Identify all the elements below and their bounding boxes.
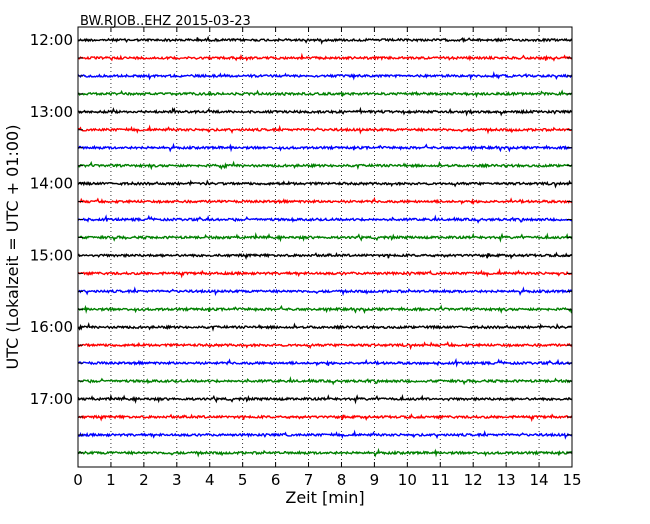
trace-1345 <box>77 160 573 171</box>
trace-1645 <box>77 375 573 386</box>
trace-1500 <box>77 251 573 261</box>
trace-1245 <box>77 89 573 99</box>
y-tick-label: 16:00 <box>30 318 73 336</box>
x-tick-label: 5 <box>238 471 248 489</box>
trace-1630 <box>77 357 573 368</box>
trace-1600 <box>77 322 573 332</box>
x-tick-label: 12 <box>464 471 483 489</box>
x-tick-label: 1 <box>106 471 116 489</box>
trace-1700 <box>77 393 573 405</box>
grid-layer <box>110 27 540 467</box>
trace-1445 <box>77 232 573 243</box>
x-tick-label: 9 <box>370 471 380 489</box>
trace-1615 <box>77 341 573 351</box>
x-tick-label: 15 <box>562 471 581 489</box>
x-tick-label: 10 <box>398 471 417 489</box>
trace-1745 <box>77 447 573 458</box>
trace-1415 <box>77 196 573 206</box>
x-tick-label: 2 <box>139 471 149 489</box>
y-axis-title: UTC (Lokalzeit = UTC + 01:00) <box>3 125 22 370</box>
x-tick-label: 14 <box>530 471 549 489</box>
trace-1545 <box>77 304 573 314</box>
x-tick-label: 3 <box>172 471 182 489</box>
trace-1200 <box>77 35 573 45</box>
x-tick-label: 13 <box>497 471 516 489</box>
trace-1400 <box>77 179 573 189</box>
trace-1530 <box>77 286 573 297</box>
trace-1215 <box>77 52 573 62</box>
axes-layer: 0 1 2 3 4 5 6 7 8 9 10 11 12 13 14 1512:0013:0014:0015:… <box>30 26 582 489</box>
chart-title: BW.RJOB..EHZ 2015-03-23 <box>80 14 251 29</box>
x-tick-label: 4 <box>205 471 215 489</box>
trace-1430 <box>77 214 573 224</box>
trace-1730 <box>77 429 573 440</box>
trace-1515 <box>77 267 573 279</box>
y-tick-label: 17:00 <box>30 390 73 408</box>
x-tick-label: 0 <box>73 471 83 489</box>
trace-1715 <box>77 413 573 423</box>
x-tick-label: 8 <box>337 471 347 489</box>
y-tick-label: 15:00 <box>30 246 73 264</box>
x-axis-title: Zeit [min] <box>285 488 364 507</box>
plot-frame <box>77 26 573 468</box>
y-tick-label: 13:00 <box>30 103 73 121</box>
trace-1230 <box>77 70 573 81</box>
trace-1330 <box>77 142 573 153</box>
x-tick-label: 7 <box>304 471 314 489</box>
trace-1300 <box>77 106 573 117</box>
trace-1315 <box>77 124 573 135</box>
x-tick-label: 11 <box>431 471 450 489</box>
y-tick-label: 12:00 <box>30 31 73 49</box>
trace-layer <box>77 35 573 458</box>
y-tick-label: 14:00 <box>30 175 73 193</box>
x-tick-label: 6 <box>271 471 281 489</box>
